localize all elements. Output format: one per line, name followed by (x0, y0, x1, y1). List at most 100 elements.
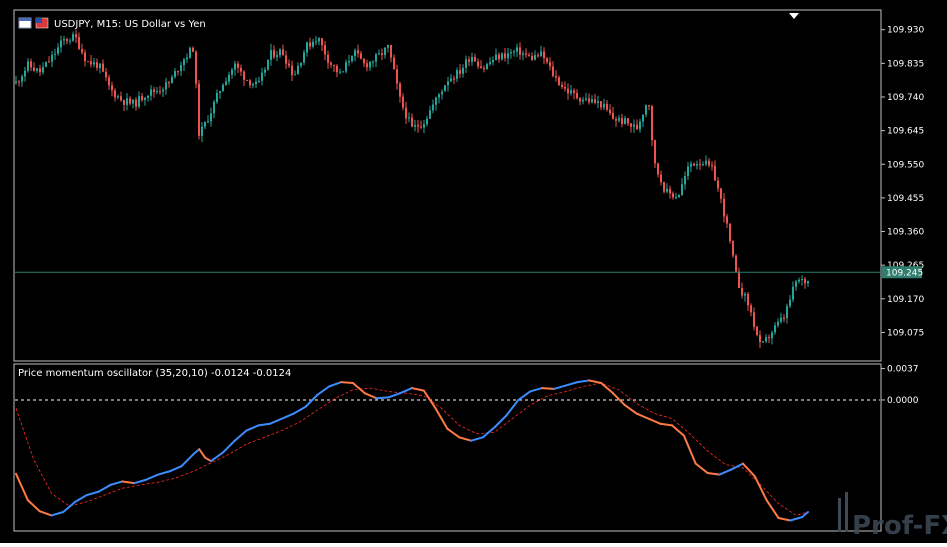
momentum-segment (635, 412, 650, 420)
candle-body (234, 63, 236, 70)
momentum-segment (280, 412, 295, 420)
momentum-segment (647, 417, 662, 425)
candle-body (396, 69, 398, 84)
candle-body (282, 49, 284, 56)
candle-body (417, 125, 419, 127)
candle-body (612, 113, 614, 119)
candle-body (570, 90, 572, 94)
candle-body (561, 84, 563, 88)
candle-body (102, 63, 104, 72)
candle-body (126, 98, 128, 105)
candle-body (444, 85, 446, 92)
flag-icon-canton (36, 18, 42, 23)
candle-body (255, 81, 257, 85)
candle-body (423, 124, 425, 128)
candle-body (768, 337, 770, 339)
candle-body (684, 176, 686, 185)
candle-body (696, 164, 698, 166)
shift-marker-icon[interactable] (789, 13, 799, 19)
candle-body (351, 55, 353, 62)
watermark-bar-2 (845, 492, 848, 532)
candle-body (429, 110, 431, 119)
candle-body (174, 71, 176, 77)
momentum-segment (730, 462, 744, 471)
momentum-segment (694, 462, 709, 474)
momentum-segment (718, 468, 733, 476)
candle-body (54, 53, 56, 55)
candle-body (27, 61, 29, 71)
candle-body (648, 105, 650, 107)
momentum-segment (233, 429, 248, 442)
candle-body (240, 67, 242, 72)
candle-body (438, 94, 440, 98)
candle-body (483, 67, 485, 69)
candle-body (342, 71, 344, 73)
chart-icon-bar (19, 18, 31, 21)
momentum-segment (50, 511, 65, 517)
candle-body (252, 84, 254, 86)
momentum-line (15, 379, 809, 522)
candle-body (75, 34, 77, 38)
candle-body (219, 91, 221, 93)
candle-body (96, 62, 98, 68)
candle-body (171, 76, 173, 83)
candle-body (222, 84, 224, 92)
candle-body (192, 47, 194, 52)
candle-body (456, 70, 458, 79)
candle-body (270, 50, 272, 60)
candle-body (72, 34, 74, 41)
candle-body (513, 51, 515, 53)
momentum-segment (753, 475, 768, 502)
candle-body (408, 117, 410, 119)
candle-body (345, 62, 347, 72)
candle-body (543, 51, 545, 59)
candle-body (489, 62, 491, 65)
candle-body (450, 78, 452, 82)
candle-body (231, 69, 233, 75)
momentum-segment (387, 392, 402, 399)
momentum-segment (446, 427, 461, 439)
candle-body (639, 121, 641, 130)
candle-body (378, 53, 380, 55)
candle-body (501, 53, 503, 60)
candle-body (93, 62, 95, 65)
candle-body (633, 124, 635, 127)
candle-body (324, 45, 326, 55)
momentum-segment (777, 516, 792, 522)
candle-body (675, 197, 677, 199)
symbol-header[interactable]: USDJPY, M15: US Dollar vs Yen (18, 17, 206, 30)
oscillator-tick-label: 0.0000 (887, 396, 919, 406)
candle-body (573, 90, 575, 94)
momentum-segment (180, 453, 195, 468)
candle-body (717, 180, 719, 189)
price-tick-label: 109.455 (887, 194, 924, 204)
momentum-segment (765, 499, 780, 519)
candle-body (807, 280, 809, 284)
candle-body (786, 306, 788, 319)
candle-body (189, 47, 191, 58)
candle-body (138, 96, 140, 107)
candle-body (744, 293, 746, 296)
candle-body (711, 165, 713, 167)
price-candles (15, 29, 809, 349)
candle-body (480, 66, 482, 68)
candle-body (297, 65, 299, 75)
candle-body (657, 163, 659, 175)
candle-body (279, 49, 281, 56)
candle-body (399, 83, 401, 97)
momentum-segment (671, 424, 685, 437)
candle-body (147, 95, 149, 98)
candle-body (603, 103, 605, 108)
candle-body (804, 278, 806, 284)
candle-body (552, 66, 554, 76)
candle-body (609, 109, 611, 114)
candle-body (540, 51, 542, 57)
momentum-segment (552, 384, 567, 390)
momentum-segment (328, 381, 343, 388)
candle-body (165, 82, 167, 90)
candle-body (765, 337, 767, 342)
momentum-segment (375, 396, 390, 400)
candle-body (579, 98, 581, 102)
